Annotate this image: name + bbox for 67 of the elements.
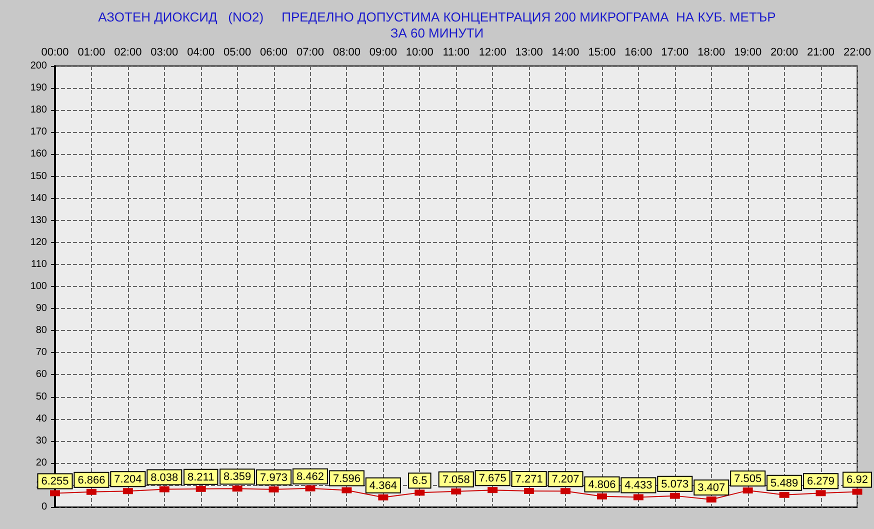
data-label: 8.038: [150, 472, 178, 484]
data-label: 6.866: [78, 474, 106, 486]
x-tick-label: 12:00: [478, 46, 506, 58]
data-label: 5.489: [770, 477, 798, 490]
y-tick-label: 180: [30, 104, 48, 116]
y-tick-label: 160: [30, 148, 48, 160]
data-label: 6.279: [807, 476, 835, 488]
data-label: 5.073: [661, 478, 689, 490]
x-tick-label: 21:00: [807, 46, 835, 58]
y-tick-label: 190: [30, 82, 48, 94]
data-label: 7.271: [515, 473, 543, 486]
x-tick-label: 17:00: [661, 46, 689, 58]
y-tick-label: 80: [36, 325, 48, 336]
y-tick-label: 130: [30, 214, 48, 226]
y-tick-label: 150: [30, 170, 48, 182]
y-tick-label: 20: [36, 457, 48, 468]
data-label: 7.973: [260, 472, 288, 484]
data-label: 7.675: [478, 472, 506, 485]
x-tick-label: 06:00: [260, 46, 288, 58]
x-tick-label: 03:00: [150, 46, 178, 58]
x-tick-label: 14:00: [552, 46, 580, 58]
x-tick-label: 08:00: [332, 46, 360, 58]
data-label: 3.407: [698, 482, 726, 494]
chart-title: АЗОТЕН ДИОКСИД (NO2) ПРЕДЕЛНО ДОПУСТИМА КОНЦЕНТРАЦИЯ 200 МИКРОГРАМА НА КУБ. МЕТЪР ЗА 60 МИНУТИ: [98, 10, 776, 40]
data-label: 4.364: [369, 480, 397, 492]
data-label: 6.255: [41, 476, 69, 488]
data-label: 7.505: [734, 472, 762, 485]
data-label: 6.92: [846, 474, 868, 486]
y-tick-label: 100: [30, 281, 48, 292]
y-tick-label: 120: [30, 236, 48, 248]
x-tick-label: 04:00: [187, 46, 215, 58]
data-label: 4.433: [624, 480, 652, 492]
data-label: 7.058: [442, 474, 470, 486]
data-label: 8.359: [224, 471, 252, 484]
x-tick-label: 13:00: [515, 46, 543, 58]
x-tick-label: 20:00: [770, 46, 798, 58]
data-label: 8.211: [188, 471, 214, 484]
data-label: 7.204: [114, 474, 142, 486]
y-tick-label: 110: [31, 258, 48, 270]
y-tick-label: 50: [36, 391, 48, 402]
y-tick-label: 90: [36, 303, 48, 314]
x-tick-label: 19:00: [734, 46, 762, 58]
data-label: 8.462: [296, 470, 324, 483]
x-tick-label: 10:00: [406, 46, 434, 58]
x-tick-label: 00:00: [41, 46, 69, 58]
x-tick-label: 07:00: [296, 46, 324, 58]
x-tick-label: 18:00: [698, 46, 726, 58]
data-label: 6.5: [412, 475, 428, 488]
x-tick-label: 11:00: [442, 46, 470, 58]
y-tick-label: 40: [36, 413, 48, 424]
y-tick-label: 60: [36, 369, 48, 380]
data-label: 7.596: [332, 472, 360, 485]
y-tick-label: 30: [36, 435, 48, 446]
y-tick-label: 0: [41, 502, 48, 512]
data-label: 4.806: [588, 478, 616, 491]
x-tick-label: 16:00: [624, 46, 652, 58]
y-tick-label: 70: [36, 347, 48, 358]
x-tick-label: 02:00: [114, 46, 142, 58]
x-tick-label: 15:00: [588, 46, 616, 58]
x-tick-label: 01:00: [78, 46, 106, 58]
y-tick-label: 170: [30, 126, 48, 138]
y-tick-label: 200: [30, 60, 48, 72]
x-tick-label: 22:00: [843, 46, 871, 58]
y-tick-label: 140: [30, 192, 48, 204]
x-tick-label: 05:00: [224, 46, 252, 58]
data-label: 7.207: [552, 474, 580, 486]
x-tick-label: 09:00: [369, 46, 397, 58]
